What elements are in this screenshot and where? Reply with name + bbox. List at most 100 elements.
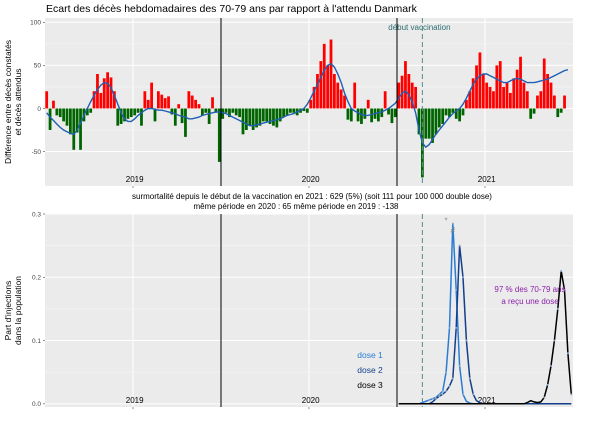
peak-marker: #	[451, 226, 456, 235]
bar	[393, 108, 397, 118]
bar	[431, 108, 434, 143]
bar	[370, 108, 374, 123]
series-point	[462, 393, 464, 396]
series-point	[465, 339, 468, 342]
series-point	[448, 385, 451, 388]
bar	[363, 108, 367, 119]
bar	[275, 108, 279, 128]
bar	[329, 39, 333, 109]
bar	[492, 91, 495, 109]
bar	[99, 92, 103, 109]
summary-text: surmortalité depuis le début de la vacci…	[132, 192, 492, 211]
bar	[119, 108, 123, 124]
series-line	[398, 270, 573, 405]
bar	[45, 91, 49, 109]
series-point	[570, 393, 573, 396]
bar	[556, 108, 560, 118]
series-point	[431, 397, 434, 400]
series-point	[546, 383, 549, 386]
bar	[167, 96, 170, 109]
coverage-note: 97 % des 70-79 ans	[494, 285, 565, 294]
bar	[292, 108, 296, 113]
bar	[383, 91, 387, 109]
bar	[96, 74, 99, 109]
bar	[437, 108, 441, 128]
bar	[326, 65, 330, 109]
bar	[390, 108, 394, 124]
bar	[536, 95, 539, 109]
bar	[211, 97, 214, 109]
year-label: 2021	[478, 396, 496, 405]
bar	[153, 108, 157, 122]
bar	[109, 77, 113, 109]
bar	[238, 108, 242, 118]
bar	[72, 108, 76, 150]
bar	[197, 104, 201, 109]
bar	[519, 56, 522, 109]
excess-deaths-panel: -50 0 50 100 2019 2020 2021 début vaccination Di…	[3, 18, 573, 188]
bar	[542, 58, 546, 109]
bar	[123, 108, 126, 122]
bar	[539, 91, 543, 109]
bar	[204, 108, 208, 113]
bar	[387, 108, 390, 115]
bar	[265, 108, 269, 122]
bar	[65, 108, 69, 126]
y-tick-label: 0.3	[32, 211, 41, 218]
y-axis-label-line: Différence entre décès constatés	[3, 40, 13, 164]
y-axis-label: Différence entre décès constatéset décès…	[3, 40, 23, 164]
bar	[525, 91, 529, 109]
y-tick-label: 0.2	[32, 275, 41, 282]
series-point	[434, 397, 437, 400]
bar	[68, 108, 72, 135]
series-point	[462, 276, 464, 279]
series-point	[448, 326, 451, 329]
bar	[343, 95, 346, 109]
bar	[461, 108, 465, 116]
series-point	[441, 393, 444, 396]
bar	[349, 108, 353, 122]
bar	[346, 108, 350, 120]
bar	[133, 108, 137, 116]
bar	[475, 65, 478, 109]
smoothed-line	[46, 62, 569, 149]
bar	[319, 61, 323, 109]
bar	[444, 108, 448, 116]
bar	[552, 95, 556, 109]
series-point	[441, 390, 444, 393]
bar	[407, 74, 411, 109]
y-tick-label: 100	[30, 20, 41, 27]
bar	[170, 108, 174, 115]
bar	[102, 78, 106, 109]
bar	[261, 108, 265, 122]
bar	[234, 108, 238, 116]
bar	[458, 108, 462, 122]
series-point	[563, 288, 566, 291]
bar	[150, 82, 154, 109]
bar	[366, 99, 370, 109]
injections-panel: 0.0 0.1 0.2 0.3 2019 2020 2021 *# dose 1 dose 2 do…	[3, 211, 573, 409]
year-label: 2020	[302, 396, 320, 405]
bar	[79, 108, 82, 150]
bar	[48, 108, 52, 130]
bar	[224, 108, 228, 113]
bar	[488, 86, 492, 109]
bar	[410, 82, 414, 109]
series-point	[428, 399, 431, 402]
bar	[241, 108, 245, 135]
bar	[106, 72, 110, 109]
series-point	[560, 269, 563, 272]
bar	[322, 43, 326, 109]
y-axis-label-line: et décès attendus	[13, 68, 23, 135]
series-point	[451, 222, 454, 225]
bar	[268, 108, 272, 124]
bar	[177, 104, 181, 109]
bar	[563, 95, 566, 109]
bar	[356, 108, 360, 122]
series-point	[553, 339, 556, 342]
y-tick-label: 0	[37, 106, 41, 113]
chart-title: Ecart des décès hebdomadaires des 70-79 …	[46, 3, 418, 15]
bar	[160, 94, 164, 109]
y-tick-label: 0.1	[32, 338, 41, 345]
bar	[481, 74, 485, 109]
